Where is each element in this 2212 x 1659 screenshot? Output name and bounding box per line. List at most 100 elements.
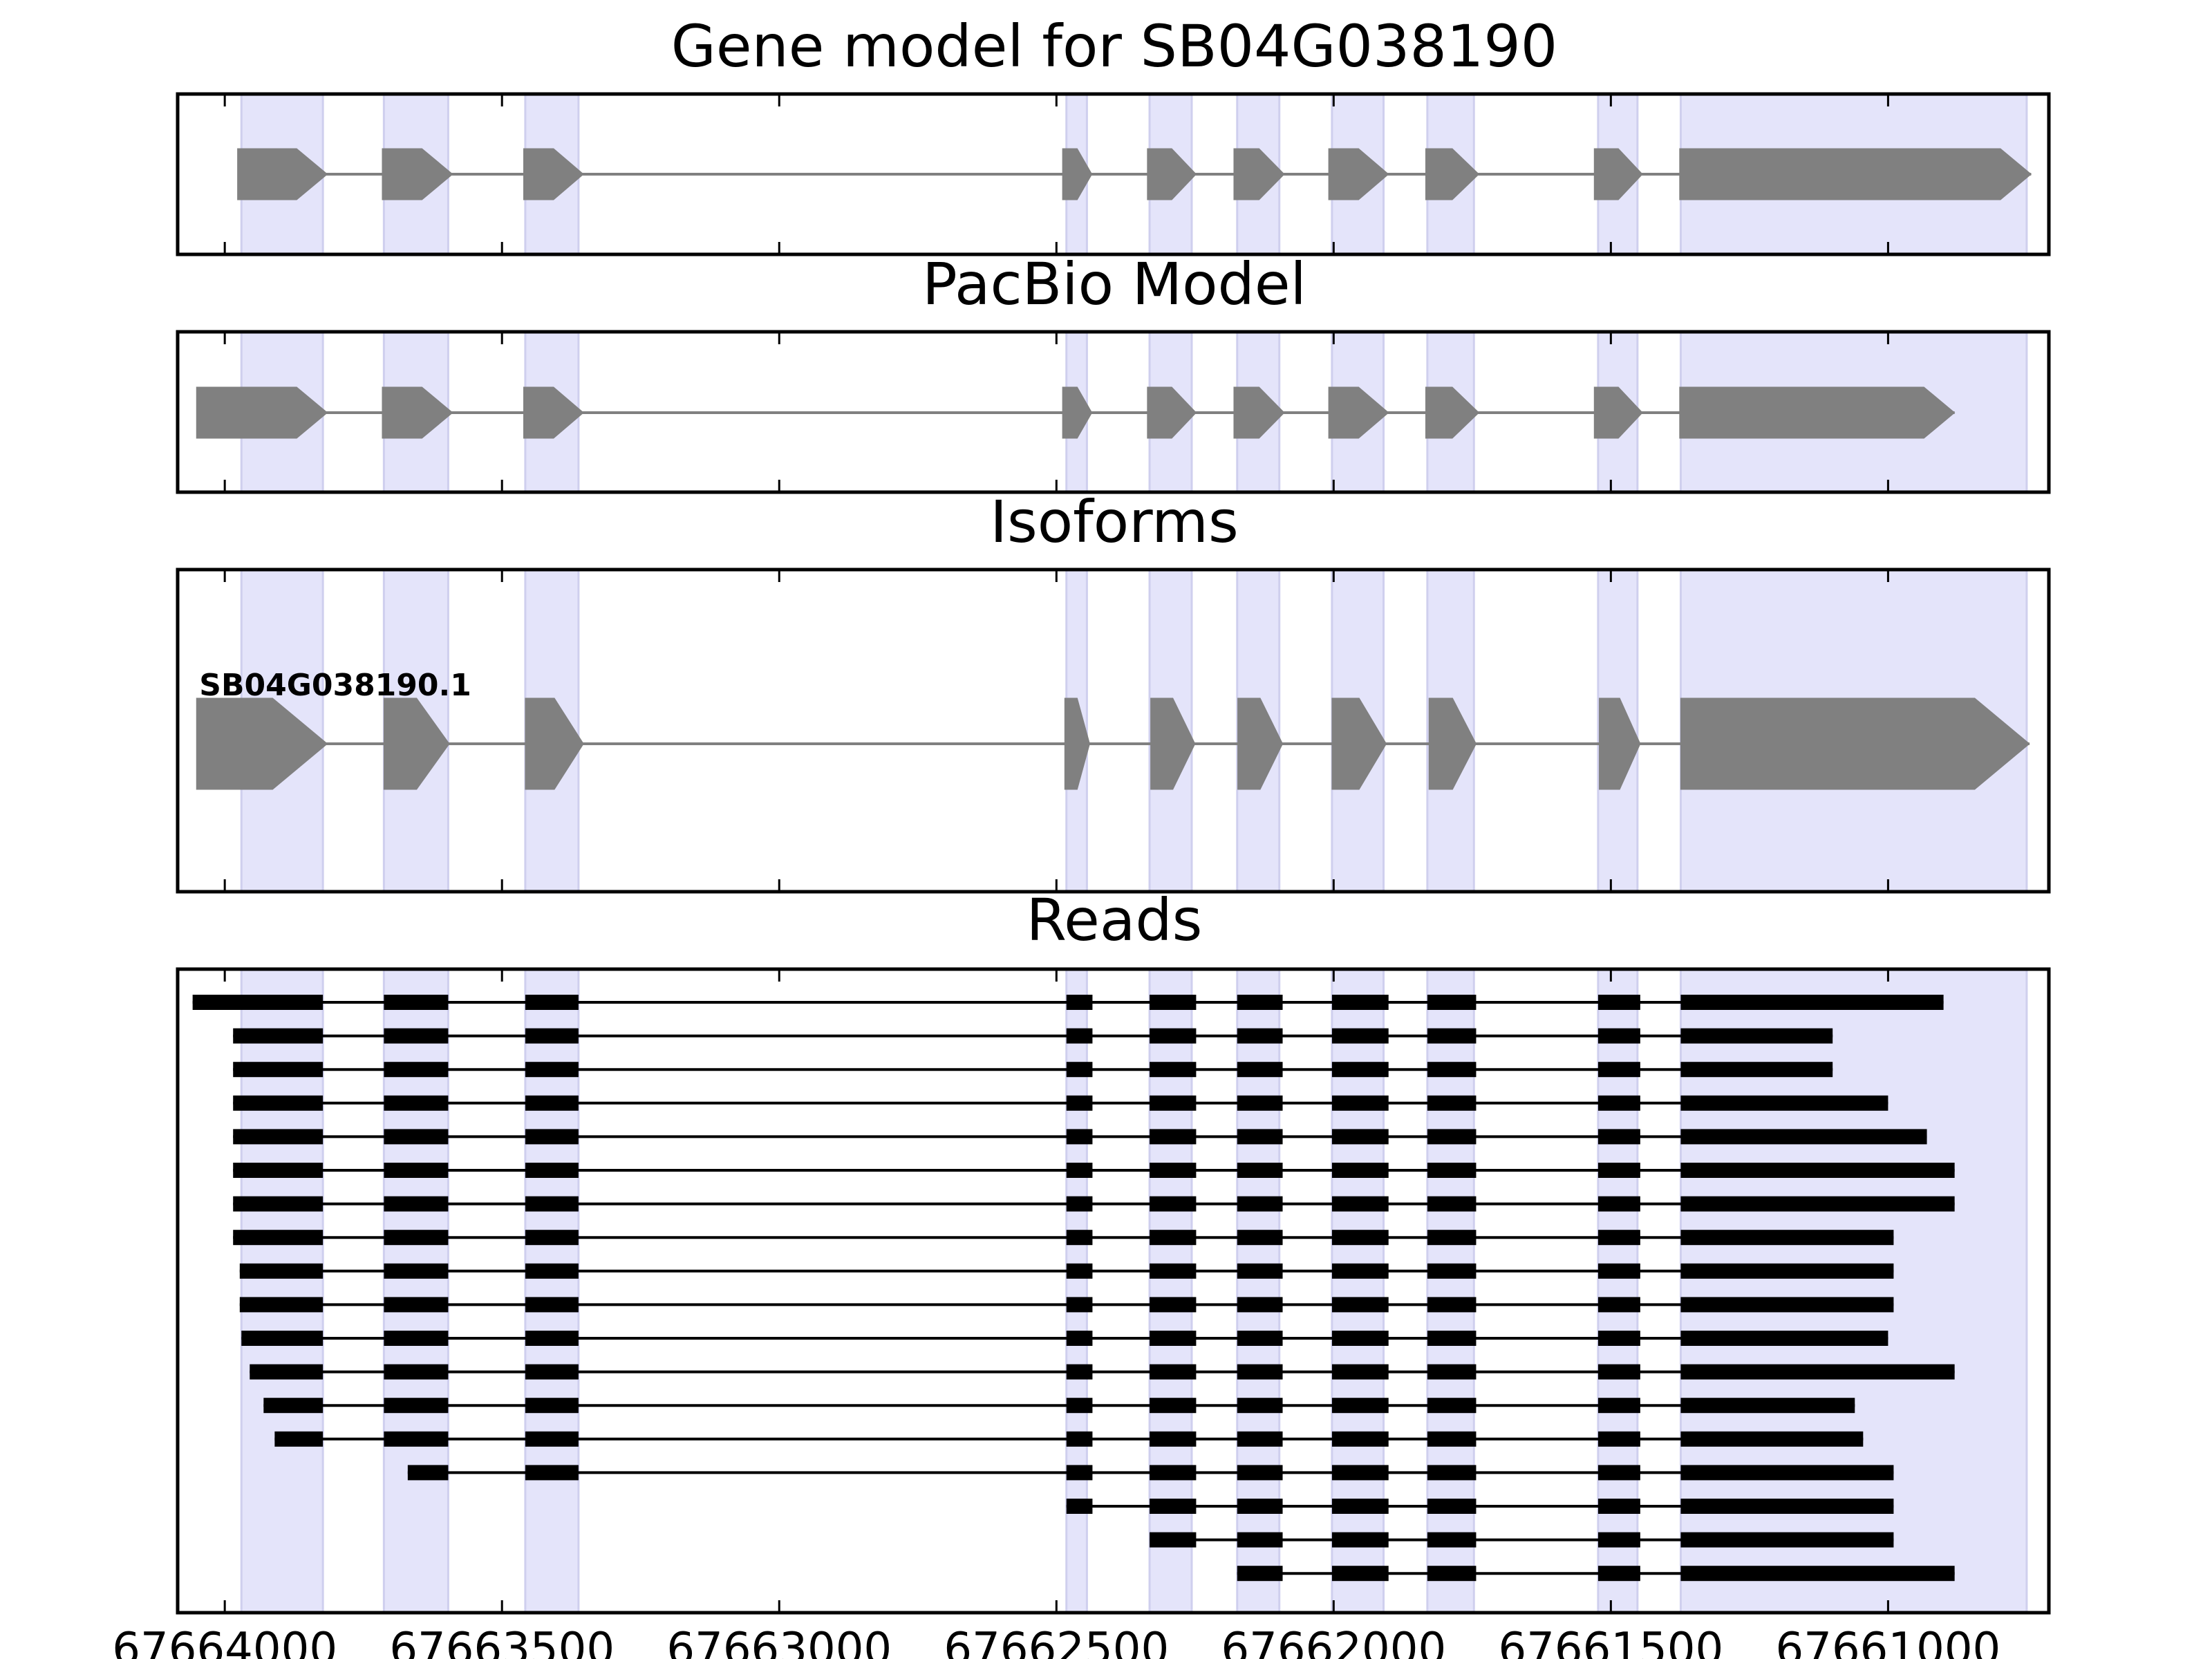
read-exon-block [1066,1465,1093,1481]
read-exon-block [1680,1532,1894,1548]
gene-model-exon [1425,148,1480,200]
read-exon-block [1066,1028,1093,1044]
gene-model-title: Gene model for SB04G038190 [671,12,1557,80]
read-exon-block [1066,1297,1093,1313]
read-exon-block [1427,1129,1477,1145]
pacbio-model-exon [1679,386,1956,439]
read-exon-block [1597,995,1640,1010]
read-exon-block [1427,1566,1477,1582]
read-exon-block [250,1364,324,1380]
read-exon-block [1331,1431,1389,1447]
read-exon-block [1150,1398,1197,1414]
isoform-exon [1599,697,1641,790]
gene-model-exon [382,148,453,200]
read-exon-block [525,1331,579,1346]
gene-model-exon [523,148,584,200]
pacbio-model-exon [1147,386,1197,439]
gene-model-exon [237,148,328,200]
read-exon-block [1331,1163,1389,1178]
read-exon-block [1331,1028,1389,1044]
gene-model-exon [1062,148,1093,200]
gene-model-exon [1679,148,2032,200]
isoform-label: SB04G038190.1 [199,668,471,703]
isoform-exon [1331,697,1387,790]
read-exon-block [1237,1297,1283,1313]
read-exon-block [1680,1297,1894,1313]
read-exon-block [1597,1331,1640,1346]
read-exon-block [1066,995,1093,1010]
read-exon-block [1331,1297,1389,1313]
read-exon-block [1427,1398,1477,1414]
read-exon-block [233,1095,324,1111]
read-exon-block [1331,1499,1389,1514]
read-exon-block [1680,1398,1855,1414]
read-exon-block [1680,1062,1833,1078]
read-exon-block [1150,1465,1197,1481]
x-tick-label: 67663000 [666,1624,892,1659]
read-exon-block [1680,1028,1833,1044]
isoform-exon [196,697,328,790]
read-exon-block [1237,1028,1283,1044]
x-tick-label: 67662000 [1221,1624,1446,1659]
read-exon-block [1331,1566,1389,1582]
read-exon-block [525,1062,579,1078]
read-exon-block [1331,1331,1389,1346]
read-exon-block [1150,1364,1197,1380]
gene-model-exon [1233,148,1285,200]
read-exon-block [1597,1532,1640,1548]
read-exon-block [1237,1230,1283,1246]
read-exon-block [1150,1196,1197,1212]
read-exon-block [1680,1499,1894,1514]
read-exon-block [525,1095,579,1111]
read-exon-block [1597,1196,1640,1212]
read-exon-block [1427,1499,1477,1514]
read-exon-block [384,1095,449,1111]
read-exon-block [1150,995,1197,1010]
read-exon-block [1680,1196,1955,1212]
read-exon-block [1331,1129,1389,1145]
isoform-exon [1680,697,2030,790]
pacbio-model-exon [1233,386,1285,439]
read-exon-block [525,1196,579,1212]
read-exon-block [1237,1431,1283,1447]
pacbio-model-exon [382,386,453,439]
read-exon-block [1331,1398,1389,1414]
read-exon-block [384,1431,449,1447]
read-exon-block [1680,1364,1955,1380]
read-exon-block [1150,1028,1197,1044]
read-exon-block [1237,1062,1283,1078]
isoform-exon [525,697,584,790]
read-exon-block [525,1263,579,1279]
read-exon-block [1597,1028,1640,1044]
read-exon-block [1066,1331,1093,1346]
read-exon-block [1597,1499,1640,1514]
isoform-exon [1237,697,1284,790]
read-exon-block [1331,995,1389,1010]
read-exon-block [1237,1129,1283,1145]
read-exon-block [525,1398,579,1414]
read-exon-block [1237,1465,1283,1481]
read-exon-block [274,1431,324,1447]
read-exon-block [1066,1196,1093,1212]
read-exon-block [384,1364,449,1380]
x-tick-label: 67661500 [1498,1624,1723,1659]
read-exon-block [1331,1532,1389,1548]
read-exon-block [1427,995,1477,1010]
x-tick-label: 67662500 [944,1624,1169,1659]
read-exon-block [1597,1566,1640,1582]
read-exon-block [239,1263,324,1279]
read-exon-block [1427,1364,1477,1380]
read-exon-block [525,1163,579,1178]
pacbio-model-panel: PacBio Model [176,250,2051,494]
read-exon-block [1331,1196,1389,1212]
read-exon-block [1237,1364,1283,1380]
read-exon-block [1150,1431,1197,1447]
read-exon-block [1680,1331,1888,1346]
read-exon-block [1427,1263,1477,1279]
isoforms-panel: Isoforms SB04G038190.1 [176,488,2051,894]
read-exon-block [1066,1398,1093,1414]
read-exon-block [233,1196,324,1212]
read-exon-block [1597,1297,1640,1313]
read-exon-block [384,1129,449,1145]
